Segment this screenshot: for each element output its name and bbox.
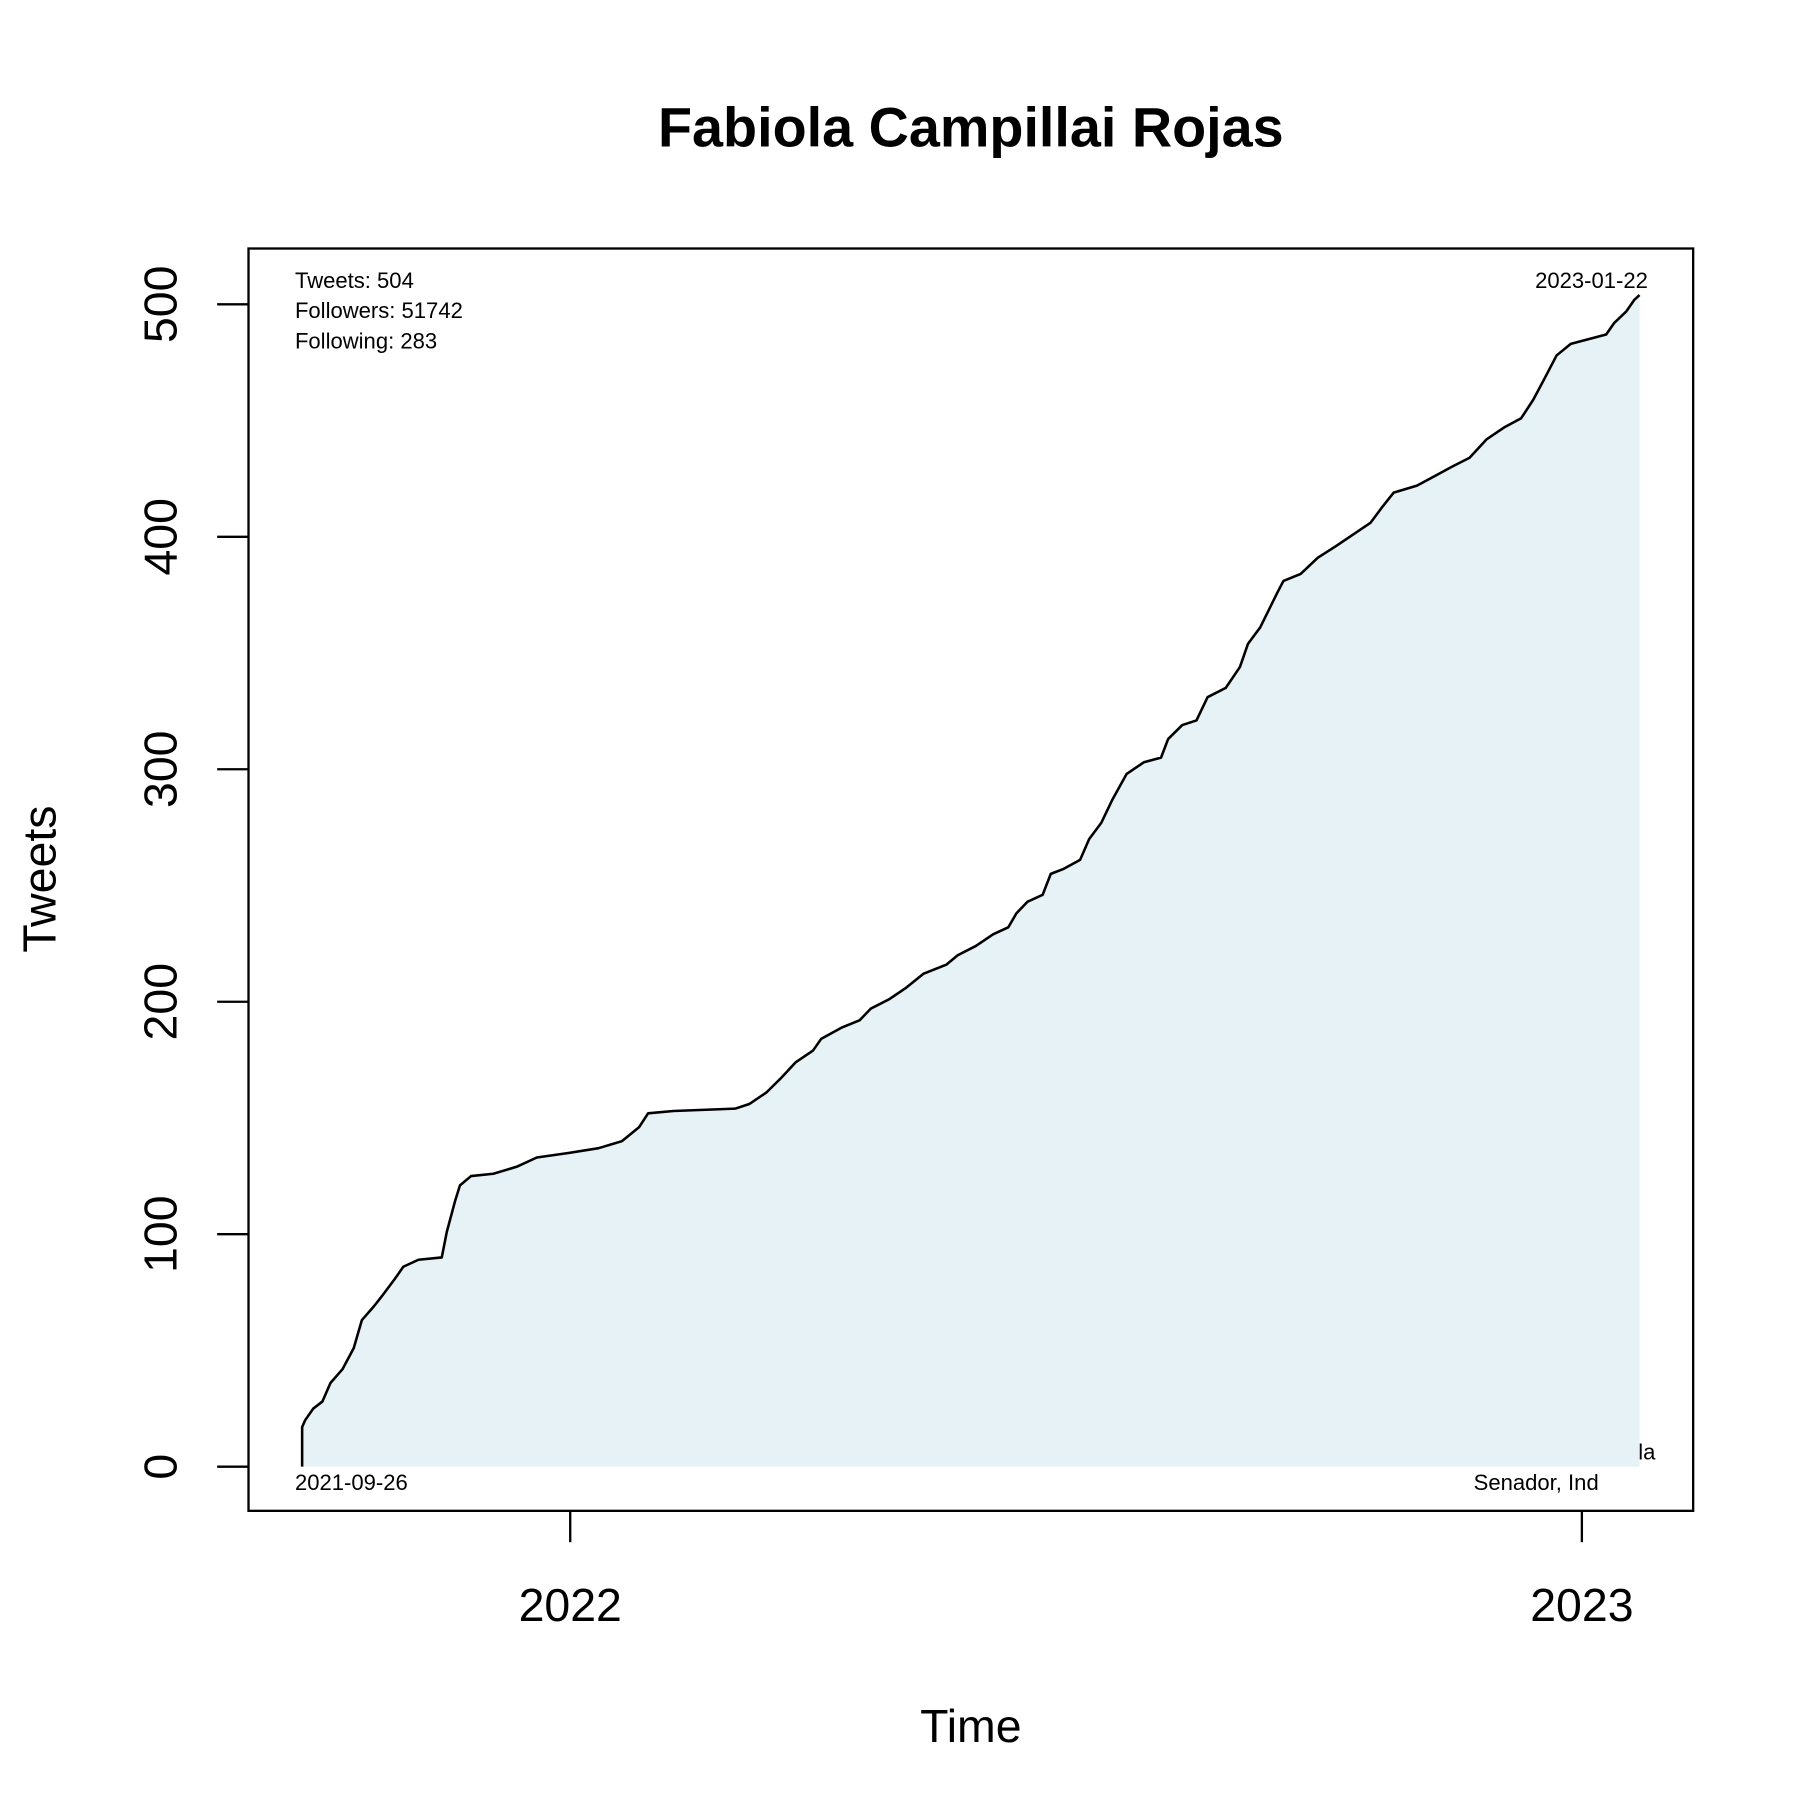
y-axis-label: Tweets [14, 806, 66, 953]
y-tick-label: 500 [135, 266, 187, 343]
y-tick-label: 300 [135, 731, 187, 808]
y-tick-label: 400 [135, 498, 187, 575]
end-date-label: 2023-01-22 [1535, 268, 1648, 293]
y-tick-label: 0 [135, 1454, 187, 1480]
y-tick-label: 100 [135, 1195, 187, 1272]
line [300, 294, 1641, 1467]
x-tick-label: 2022 [519, 1579, 622, 1631]
x-axis-label: Time [920, 1700, 1021, 1752]
stat-label: Following: 283 [295, 328, 437, 353]
start-date-label: 2021-09-26 [295, 1470, 408, 1495]
plot-frame [247, 247, 1695, 1512]
affiliation-label: Senador, Ind [1474, 1470, 1599, 1495]
stat-label: Followers: 51742 [295, 298, 463, 323]
area [302, 295, 1640, 1467]
y-tick-label: 200 [135, 963, 187, 1040]
chart-title: Fabiola Campillai Rojas [658, 96, 1284, 158]
x-tick-label: 2023 [1530, 1579, 1633, 1631]
stat-label: Tweets: 504 [295, 268, 414, 293]
